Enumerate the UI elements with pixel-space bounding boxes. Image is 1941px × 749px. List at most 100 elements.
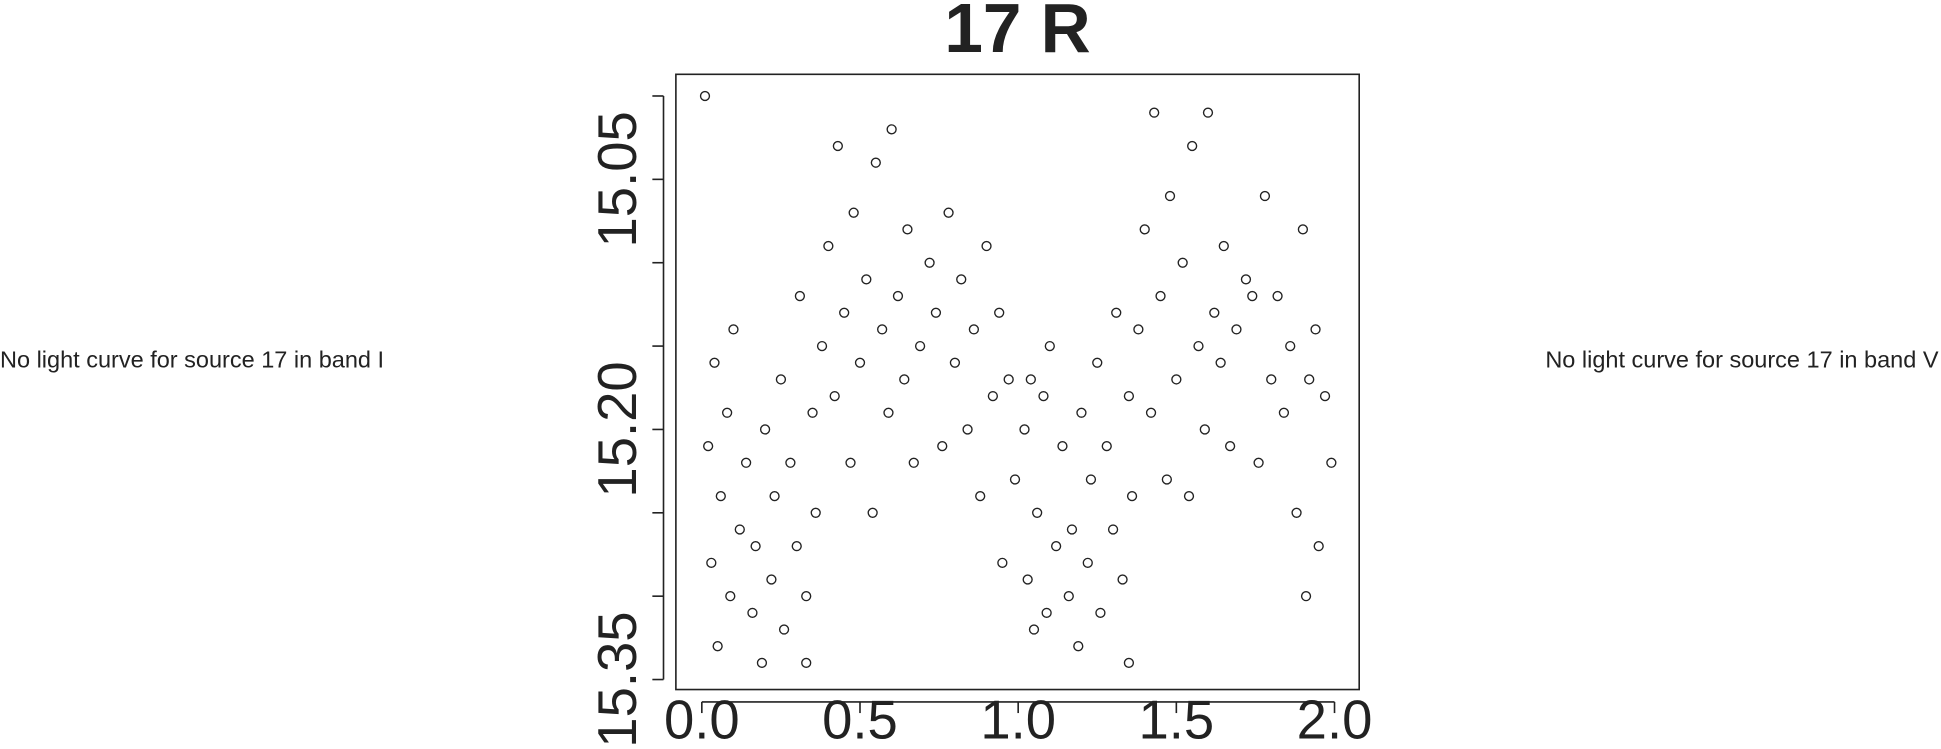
- point: [801, 657, 812, 669]
- point: [943, 207, 954, 218]
- point: [854, 357, 866, 368]
- point: [1041, 607, 1052, 618]
- point: [1117, 574, 1128, 585]
- point: [1297, 224, 1309, 235]
- point: [778, 624, 790, 635]
- point: [981, 240, 992, 252]
- point: [1009, 474, 1021, 485]
- point: [699, 90, 711, 102]
- point: [899, 374, 910, 385]
- x-tick-label: 2.0: [1297, 690, 1373, 749]
- point: [877, 324, 888, 335]
- point: [1164, 190, 1176, 202]
- point: [1326, 457, 1337, 468]
- point: [823, 240, 834, 252]
- point: [1044, 340, 1055, 352]
- point: [839, 307, 850, 318]
- point: [892, 290, 904, 302]
- point: [867, 507, 878, 518]
- point: [1111, 307, 1122, 318]
- point: [1123, 390, 1135, 402]
- point: [1149, 107, 1160, 118]
- point: [1076, 407, 1087, 418]
- point: [1278, 407, 1290, 418]
- point: [861, 274, 872, 285]
- point: [750, 541, 761, 552]
- point: [1107, 524, 1119, 535]
- point: [1218, 240, 1229, 252]
- x-tick-label: 0.5: [822, 690, 898, 749]
- point: [1073, 641, 1084, 652]
- point: [883, 407, 894, 418]
- point: [1082, 557, 1093, 568]
- x-tick-label: 0.0: [664, 690, 740, 749]
- left-note: No light curve for source 17 in band I: [0, 347, 384, 373]
- point: [937, 440, 948, 452]
- point: [706, 557, 717, 568]
- point: [1259, 190, 1271, 202]
- point: [870, 157, 881, 168]
- point: [1123, 657, 1135, 669]
- point: [1266, 374, 1277, 385]
- point: [886, 124, 897, 135]
- chart-title: 17 R: [944, 0, 1090, 67]
- point: [1133, 324, 1144, 335]
- point: [766, 574, 777, 585]
- x-tick-label: 1.5: [1138, 690, 1214, 749]
- point: [1300, 591, 1312, 602]
- point: [785, 457, 796, 468]
- point: [756, 657, 768, 669]
- point: [1209, 307, 1220, 318]
- point: [1092, 357, 1103, 368]
- point: [1161, 474, 1172, 485]
- point: [794, 290, 806, 302]
- point: [997, 557, 1008, 568]
- point: [734, 524, 745, 535]
- point: [1066, 524, 1078, 535]
- point: [709, 357, 720, 368]
- point: [1171, 374, 1182, 385]
- point: [816, 340, 828, 352]
- point: [769, 490, 780, 502]
- point: [1183, 490, 1195, 502]
- point: [1193, 340, 1204, 352]
- point: [1038, 390, 1049, 402]
- point: [1247, 290, 1258, 302]
- point: [1025, 374, 1036, 385]
- point: [775, 374, 787, 385]
- point: [1003, 374, 1014, 385]
- point: [1272, 290, 1283, 302]
- point: [908, 457, 919, 468]
- point: [725, 591, 736, 602]
- point: [1022, 574, 1033, 585]
- point: [1126, 490, 1138, 502]
- point: [1215, 357, 1226, 368]
- point: [1313, 541, 1324, 552]
- point: [1253, 457, 1264, 468]
- point: [1139, 224, 1150, 235]
- point: [1285, 340, 1296, 352]
- point: [1202, 107, 1214, 118]
- point: [1187, 140, 1198, 152]
- point: [902, 224, 913, 235]
- point: [740, 457, 752, 468]
- point: [1032, 507, 1043, 518]
- point: [712, 641, 723, 652]
- point: [715, 490, 726, 502]
- point: [1145, 407, 1157, 418]
- point: [1155, 290, 1166, 302]
- point: [801, 591, 812, 602]
- point: [968, 324, 980, 335]
- point: [1050, 541, 1062, 552]
- point: [924, 257, 935, 268]
- point: [962, 424, 973, 435]
- point: [703, 440, 714, 452]
- y-tick-label: 15.05: [587, 111, 648, 247]
- point: [747, 607, 758, 618]
- point: [1304, 374, 1315, 385]
- point: [914, 340, 926, 352]
- point: [1319, 390, 1331, 402]
- point: [1085, 474, 1097, 485]
